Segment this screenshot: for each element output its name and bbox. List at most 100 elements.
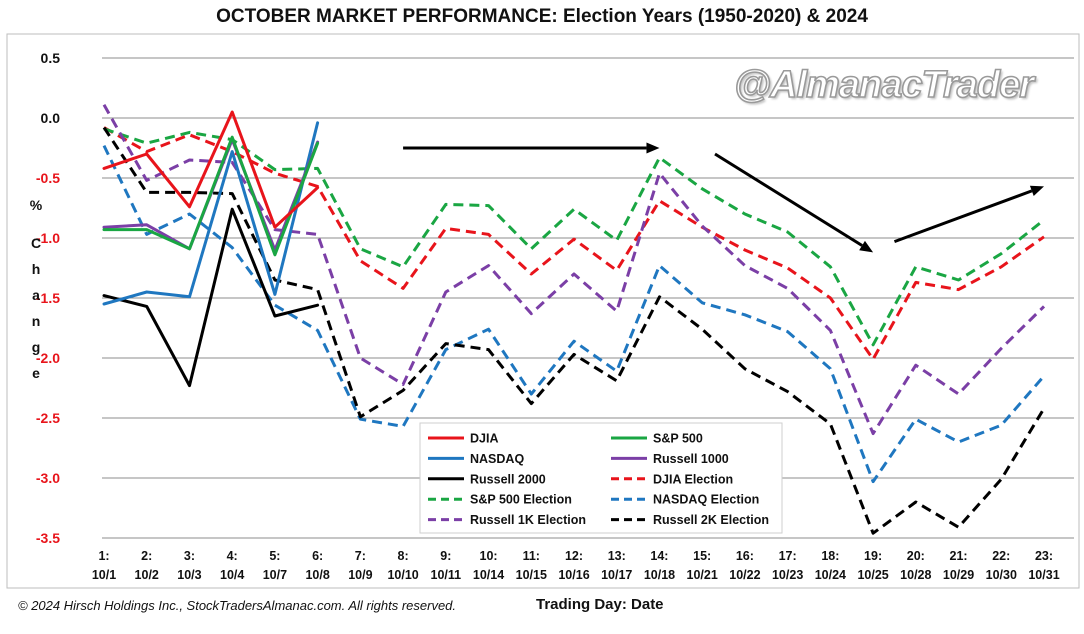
x-tick-label-date: 10/8 <box>305 568 329 582</box>
y-tick-label: -3.5 <box>36 530 60 546</box>
x-tick-label-day: 10: <box>480 549 498 563</box>
x-tick-label-date: 10/17 <box>601 568 632 582</box>
x-tick-label-date: 10/24 <box>815 568 846 582</box>
x-tick-label-day: 1: <box>98 549 109 563</box>
x-tick-label-date: 10/1 <box>92 568 116 582</box>
x-tick-label-date: 10/10 <box>387 568 418 582</box>
legend-label: Russell 2K Election <box>653 513 769 527</box>
x-tick-label-day: 6: <box>312 549 323 563</box>
legend: DJIA S&P 500 NASDAQ Russell 1000 Russell 200… <box>419 422 783 534</box>
y-tick-label: -1.0 <box>36 230 60 246</box>
x-tick-label-date: 10/31 <box>1028 568 1059 582</box>
x-tick-label-day: 16: <box>736 549 754 563</box>
plot-border <box>6 33 1080 589</box>
y-axis-label-char: C <box>30 235 42 251</box>
x-tick-label-date: 10/23 <box>772 568 803 582</box>
watermark-logo: @AlmanacTrader <box>733 63 1035 107</box>
y-tick-label: -3.0 <box>36 470 60 486</box>
x-tick-label-date: 10/22 <box>729 568 760 582</box>
legend-box <box>419 422 783 534</box>
x-axis-label: Trading Day: Date <box>536 596 664 613</box>
trend-arrow <box>714 152 874 253</box>
x-tick-label-day: 11: <box>523 549 540 563</box>
trend-arrow <box>403 142 660 154</box>
x-tick-label-day: 12: <box>565 549 583 563</box>
x-tick-label-date: 10/3 <box>177 568 201 582</box>
x-tick-label-date: 10/18 <box>644 568 675 582</box>
chart-title: OCTOBER MARKET PERFORMANCE: Election Yea… <box>216 6 868 27</box>
x-tick-label-date: 10/11 <box>431 568 462 582</box>
x-tick-label-day: 15: <box>693 549 711 563</box>
series-line-s-p-500 <box>102 135 320 257</box>
legend-label: S&P 500 Election <box>470 493 572 507</box>
y-tick-labels: 0.5 0.0 -0.5 -1.0 -1.5 -2.0 -2.5 -3.0 -3.5 <box>36 50 60 546</box>
legend-label: NASDAQ Election <box>653 493 759 507</box>
y-axis-label-char: % <box>29 197 43 213</box>
x-tick-label-day: 20: <box>907 549 925 563</box>
copyright-note: © 2024 Hirsch Holdings Inc., StockTrader… <box>18 598 457 613</box>
legend-entry: DJIA <box>428 432 498 446</box>
legend-entry: NASDAQ <box>428 452 524 466</box>
x-tick-label-day: 3: <box>184 549 195 563</box>
x-tick-label-day: 22: <box>992 549 1010 563</box>
x-tick-label-day: 21: <box>950 549 968 563</box>
x-tick-label-day: 7: <box>355 549 366 563</box>
y-tick-label: -2.0 <box>36 350 60 366</box>
legend-label: S&P 500 <box>653 432 703 446</box>
y-axis-label-char: n <box>31 313 41 329</box>
series-line-djia <box>102 110 320 229</box>
x-tick-label-day: 23: <box>1035 549 1053 563</box>
x-tick-label-date: 10/2 <box>135 568 159 582</box>
legend-label: Russell 1000 <box>653 452 729 466</box>
legend-entry: Russell 1K Election <box>428 513 586 527</box>
legend-label: NASDAQ <box>470 452 524 466</box>
y-axis-label-char: g <box>31 339 41 355</box>
legend-entry: NASDAQ Election <box>611 493 759 507</box>
x-tick-label-day: 4: <box>227 549 238 563</box>
series-line-djia-election <box>103 126 1045 361</box>
legend-entry: Russell 2K Election <box>611 513 769 527</box>
legend-entry: Russell 2000 <box>428 472 546 486</box>
y-axis-label-char: h <box>31 261 41 277</box>
y-axis-label-char: e <box>32 365 40 381</box>
x-tick-label-date: 10/4 <box>220 568 244 582</box>
series-line-nasdaq <box>102 121 320 306</box>
legend-entry: S&P 500 <box>611 432 703 446</box>
trend-arrow <box>893 185 1044 244</box>
x-tick-label-date: 10/30 <box>986 568 1017 582</box>
legend-label: Russell 2000 <box>470 472 546 486</box>
y-tick-label: -2.5 <box>36 410 60 426</box>
y-tick-label: 0.5 <box>41 50 61 66</box>
x-tick-labels: 1: 10/1 2: 10/2 3: 10/3 4: 10/4 5: 10/7 6: 10/8 7: 10… <box>92 549 1060 582</box>
x-tick-label-day: 18: <box>821 549 839 563</box>
x-tick-label-day: 9: <box>440 549 451 563</box>
series-line-nasdaq-election <box>102 144 1046 484</box>
legend-label: Russell 1K Election <box>470 513 586 527</box>
legend-entry: DJIA Election <box>611 472 733 486</box>
legend-entry: Russell 1000 <box>611 452 729 466</box>
legend-label: DJIA Election <box>653 472 733 486</box>
x-tick-label-date: 10/7 <box>263 568 287 582</box>
x-tick-label-date: 10/21 <box>687 568 718 582</box>
x-tick-label-date: 10/14 <box>473 568 504 582</box>
x-tick-label-day: 13: <box>608 549 626 563</box>
series-lines <box>102 104 1046 535</box>
x-tick-label-date: 10/28 <box>900 568 931 582</box>
series-line-russell-1k-election <box>102 104 1046 436</box>
line-chart: 0.5 0.0 -0.5 -1.0 -1.5 -2.0 -2.5 -3.0 -3.5 1: 10/… <box>6 33 1080 589</box>
x-tick-label-day: 17: <box>779 549 797 563</box>
x-tick-label-date: 10/9 <box>348 568 372 582</box>
legend-entry: S&P 500 Election <box>428 493 572 507</box>
x-tick-label-date: 10/25 <box>857 568 888 582</box>
x-tick-label-day: 8: <box>398 549 409 563</box>
y-tick-label: 0.0 <box>41 110 61 126</box>
series-line-russell-2000 <box>102 207 320 388</box>
gridlines <box>102 57 1074 539</box>
x-tick-label-day: 5: <box>269 549 280 563</box>
trend-arrows <box>403 142 1044 253</box>
x-tick-label-date: 10/16 <box>558 568 589 582</box>
x-tick-label-date: 10/29 <box>943 568 974 582</box>
x-tick-label-day: 2: <box>141 549 152 563</box>
